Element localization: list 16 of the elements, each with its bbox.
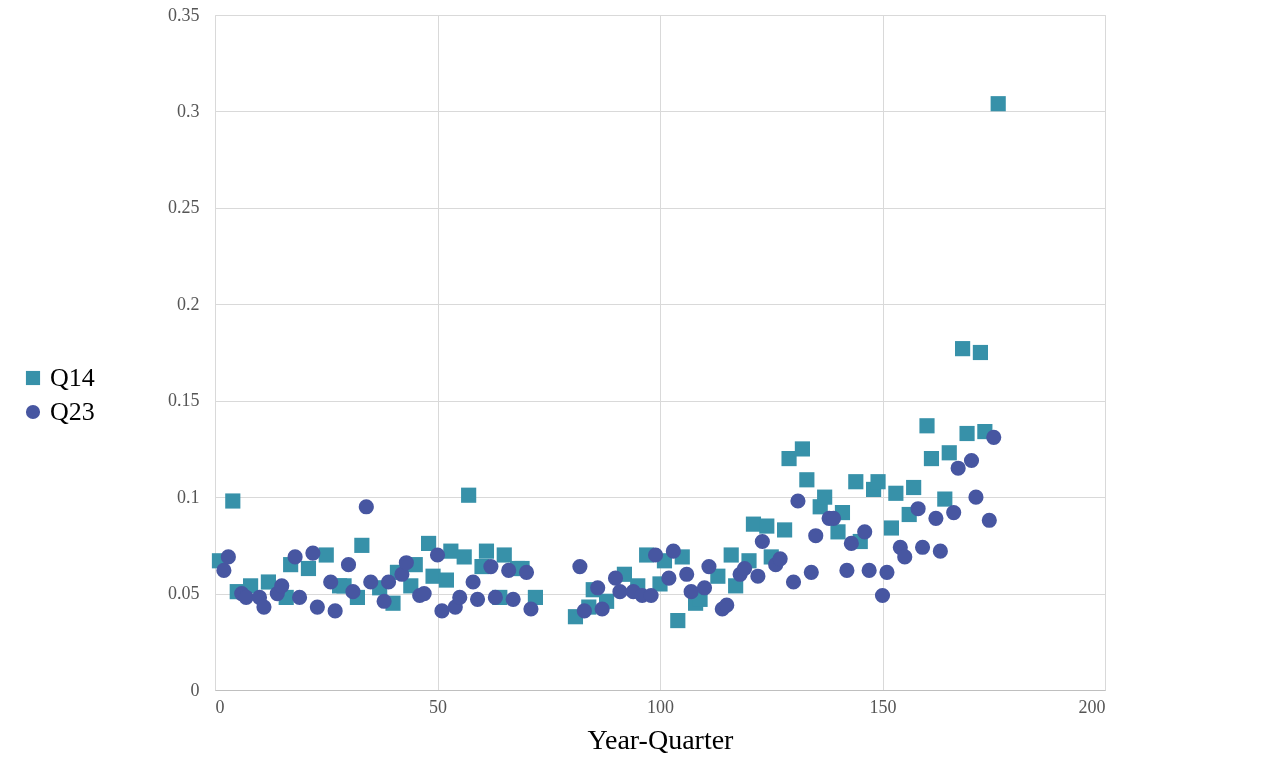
y-tick-label: 0.05	[168, 583, 200, 604]
y-tick-label: 0.1	[177, 486, 200, 507]
x-axis-title: Year-Quarter	[587, 723, 735, 755]
y-tick-label: 0.15	[168, 390, 200, 411]
y-tick-label: 0	[190, 679, 200, 700]
x-tick-label: 0	[215, 696, 225, 717]
y-tick-label: 0.3	[177, 100, 200, 121]
y-tick-label: 0.2	[177, 293, 200, 314]
legend-label: Q14	[50, 363, 95, 392]
x-tick-label: 50	[429, 696, 447, 717]
x-tick-label: 100	[647, 696, 674, 717]
x-tick-label: 200	[1078, 696, 1106, 717]
legend-label: Q23	[50, 397, 95, 426]
y-tick-label: 0.25	[168, 197, 200, 218]
y-tick-label: 0.35	[168, 4, 200, 25]
x-tick-label: 150	[869, 696, 897, 717]
